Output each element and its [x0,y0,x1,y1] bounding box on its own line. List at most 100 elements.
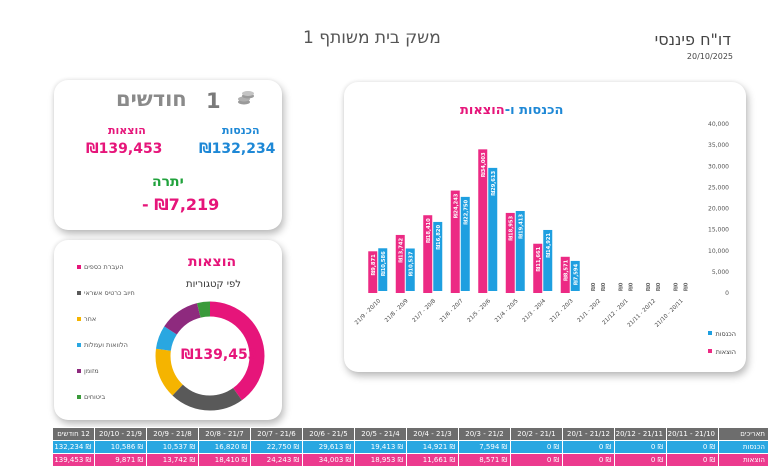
expenses-bar [368,251,378,293]
chart-title-expenses: הוצאות [460,103,505,118]
bar-data-label: ₪0 [618,282,624,291]
expenses-breakdown-subtitle: לפי קטגוריות [186,279,241,290]
income-total: ₪132,234 [199,141,276,157]
summary-card [54,80,282,230]
legend-item: מזומן [84,367,99,375]
period-header: 21/7 - 20/8 [198,427,251,441]
income-total-cell: ₪ 132,234 [52,440,95,454]
expenses-cell: ₪ 18,953 [354,453,407,467]
dates-header: תאריכים [718,427,769,441]
income-bar [488,167,498,291]
chart-legend-item: הוצאות [716,348,736,356]
expenses-bar [533,243,543,293]
expenses-bar [478,149,488,293]
expenses-label: הוצאות [108,124,146,137]
period-header: 21/12 - 20/1 [562,427,615,441]
income-bar [378,248,388,291]
income-bar [515,210,525,291]
bar-data-label: ₪18,410 [426,218,432,243]
x-tick-label: 21/3 - 20/4 [522,298,548,324]
legend-item: ביטוחים [84,393,106,401]
income-row-label: הכנסות [718,440,769,454]
chart-legend-swatch [708,349,712,353]
income-cell: ₪ 7,594 [458,440,511,454]
x-tick-label: 21/6 - 20/7 [439,298,465,324]
income-bar [570,260,580,291]
bar-data-label: ₪11,661 [536,246,542,271]
bar-data-label: ₪0 [683,282,689,291]
expenses-total: ₪139,453 [86,141,163,157]
period-header: 21/3 - 20/4 [406,427,459,441]
period-header: 21/9 - 20/10 [94,427,147,441]
bar-data-label: ₪8,571 [563,259,569,280]
legend-item: חיוב כרטיס אשראי [84,289,135,297]
bar-data-label: ₪0 [591,282,597,291]
bar-data-label: ₪7,594 [573,264,579,285]
period-header: 21/4 - 20/5 [354,427,407,441]
bar-data-label: ₪16,820 [436,225,442,250]
income-cell: ₪ 0 [666,440,719,454]
bar-data-label: ₪19,413 [518,214,524,239]
expenses-cell: ₪ 0 [666,453,719,467]
chart-title-income: הכנסות ו- [504,103,564,118]
expenses-donut-chart [155,301,265,411]
y-tick-label: 5,000 [712,269,729,276]
expenses-bar [450,190,460,293]
expenses-breakdown-title: הוצאות [188,254,237,270]
expenses-cell: ₪ 18,410 [198,453,251,467]
legend-swatch [77,395,81,399]
expenses-bar [560,256,570,293]
x-tick-label: 21/10 - 20/11 [654,298,685,329]
y-tick-label: 30,000 [708,163,729,170]
x-tick-label: 21/7 - 20/8 [412,298,438,324]
donut-total: ₪139,453 [181,347,258,363]
report-date: 20/10/2025 [686,52,733,61]
expenses-cell: ₪ 34,003 [302,453,355,467]
expenses-bar [505,212,515,293]
x-tick-label: 21/1 - 20/2 [577,298,603,324]
income-bar [433,221,443,291]
chart-legend-swatch [708,331,712,335]
expenses-total-cell: ₪ 139,453 [52,453,95,467]
income-cell: ₪ 22,750 [250,440,303,454]
legend-item: הלוואות ועמלות [84,341,128,349]
income-cell: ₪ 19,413 [354,440,407,454]
y-tick-label: 35,000 [708,142,729,149]
expenses-bar [395,234,405,293]
bar-data-label: ₪14,921 [546,233,552,258]
months-label: חודשים [116,87,187,111]
income-label: הכנסות [222,124,260,137]
bar-data-label: ₪0 [673,282,679,291]
bar-data-label: ₪0 [601,282,607,291]
sheet-title: משק בית משותף 1 [303,28,441,48]
x-tick-label: 21/12 - 20/1 [602,298,630,326]
period-header: 21/5 - 20/6 [302,427,355,441]
y-tick-label: 10,000 [708,248,729,255]
y-tick-label: 40,000 [708,121,729,128]
income-cell: ₪ 0 [510,440,563,454]
expenses-cell: ₪ 13,742 [146,453,199,467]
x-tick-label: 21/8 - 20/9 [384,298,410,324]
bar-data-label: ₪0 [646,282,652,291]
bar-data-label: ₪0 [656,282,662,291]
bar-data-label: ₪18,953 [508,216,514,241]
period-header: 21/2 - 20/3 [458,427,511,441]
period-header: 21/11 - 20/12 [614,427,667,441]
y-tick-label: 0 [725,290,729,297]
income-cell: ₪ 10,537 [146,440,199,454]
monthly-summary-table: תאריכים 21/10 - 20/11 21/11 - 20/12 21/12 … [52,427,769,467]
chart-title: הכנסות ו-הוצאות [460,103,563,118]
donut-slice [155,301,265,411]
expenses-cell: ₪ 9,871 [94,453,147,467]
chart-legend-item: הכנסות [715,330,736,338]
balance-value: - ₪7,219 [142,195,220,214]
report-title: דו"ח פיננסי [654,30,731,49]
income-cell: ₪ 29,613 [302,440,355,454]
y-tick-label: 20,000 [708,206,729,213]
income-cell: ₪ 0 [562,440,615,454]
table-header-row: תאריכים 21/10 - 20/11 21/11 - 20/12 21/12 … [52,427,769,441]
months-count: 1 [206,89,221,113]
period-header: 21/8 - 20/9 [146,427,199,441]
period-header: 21/10 - 20/11 [666,427,719,441]
bar-data-label: ₪0 [628,282,634,291]
